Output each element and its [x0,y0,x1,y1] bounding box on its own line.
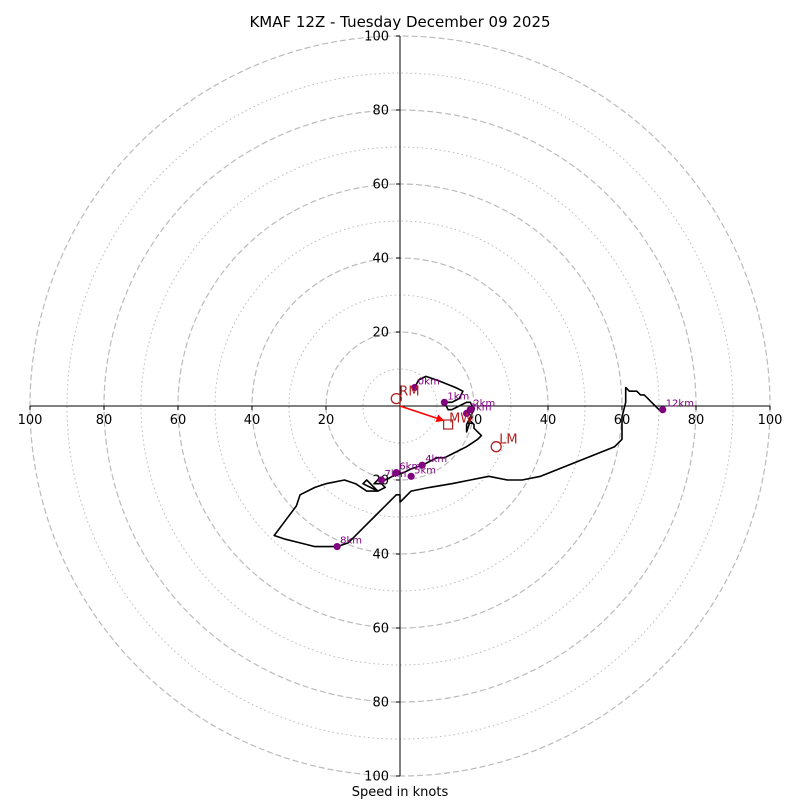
x-axis-label: Speed in knots [352,785,449,800]
height-label-7km: 7km [385,469,407,480]
y-tick-label: 80 [372,696,389,711]
height-label-4km: 4km [425,454,447,465]
storm-motion-markers: MW RM LM [390,385,518,453]
wind-trace-line [273,375,663,548]
x-tick-label: 40 [540,413,557,428]
storm-motion-label-LM: LM [499,433,517,448]
height-label-5km: 5km [414,465,436,476]
x-tick-label: 80 [688,413,705,428]
x-tick-label: 60 [170,413,187,428]
height-marker-7km [377,476,386,484]
shear-vector-arrowhead [435,414,445,423]
height-marker-5km [407,472,415,480]
height-label-8km: 8km [340,536,362,547]
y-tick-label: 60 [372,178,389,193]
height-label-2km: 2km [473,399,495,410]
height-marker-8km [333,543,341,551]
height-label-3km: 3km [470,402,492,413]
storm-motion-marker-RM [390,392,402,405]
y-tick-label: 80 [372,104,389,119]
storm-motion-marker-LM [490,441,502,453]
x-tick-label: 40 [244,413,261,428]
x-tick-label: 80 [96,413,113,428]
height-label-1km: 1km [447,391,469,402]
mean-wind-label: MW [449,412,473,427]
y-tick-label: 40 [372,548,389,563]
height-label-0km: 0km [418,377,440,388]
y-tick-label: 60 [372,622,389,637]
height-marker-12km [659,406,667,414]
height-marker-3km [463,409,471,417]
x-tick-label: 20 [318,413,335,428]
height-label-6km: 6km [399,462,421,473]
height-marker-4km [418,461,426,469]
height-marker-1km [440,398,448,406]
y-tick-label: 100 [364,30,389,45]
wind-trace [273,375,663,548]
y-tick-label: 20 [372,326,389,341]
height-marker-0km [411,383,419,392]
chart-title: KMAF 12Z - Tuesday December 09 2025 [249,13,550,31]
x-tick-label: 100 [758,413,783,428]
mean-wind-marker [443,419,454,430]
x-tick-label: 100 [18,413,43,428]
height-label-12km: 12km [666,399,694,410]
y-tick-label: 100 [364,770,389,785]
height-marker-6km [392,469,400,477]
y-tick-label: 40 [372,252,389,267]
storm-motion-label-RM: RM [399,385,419,400]
